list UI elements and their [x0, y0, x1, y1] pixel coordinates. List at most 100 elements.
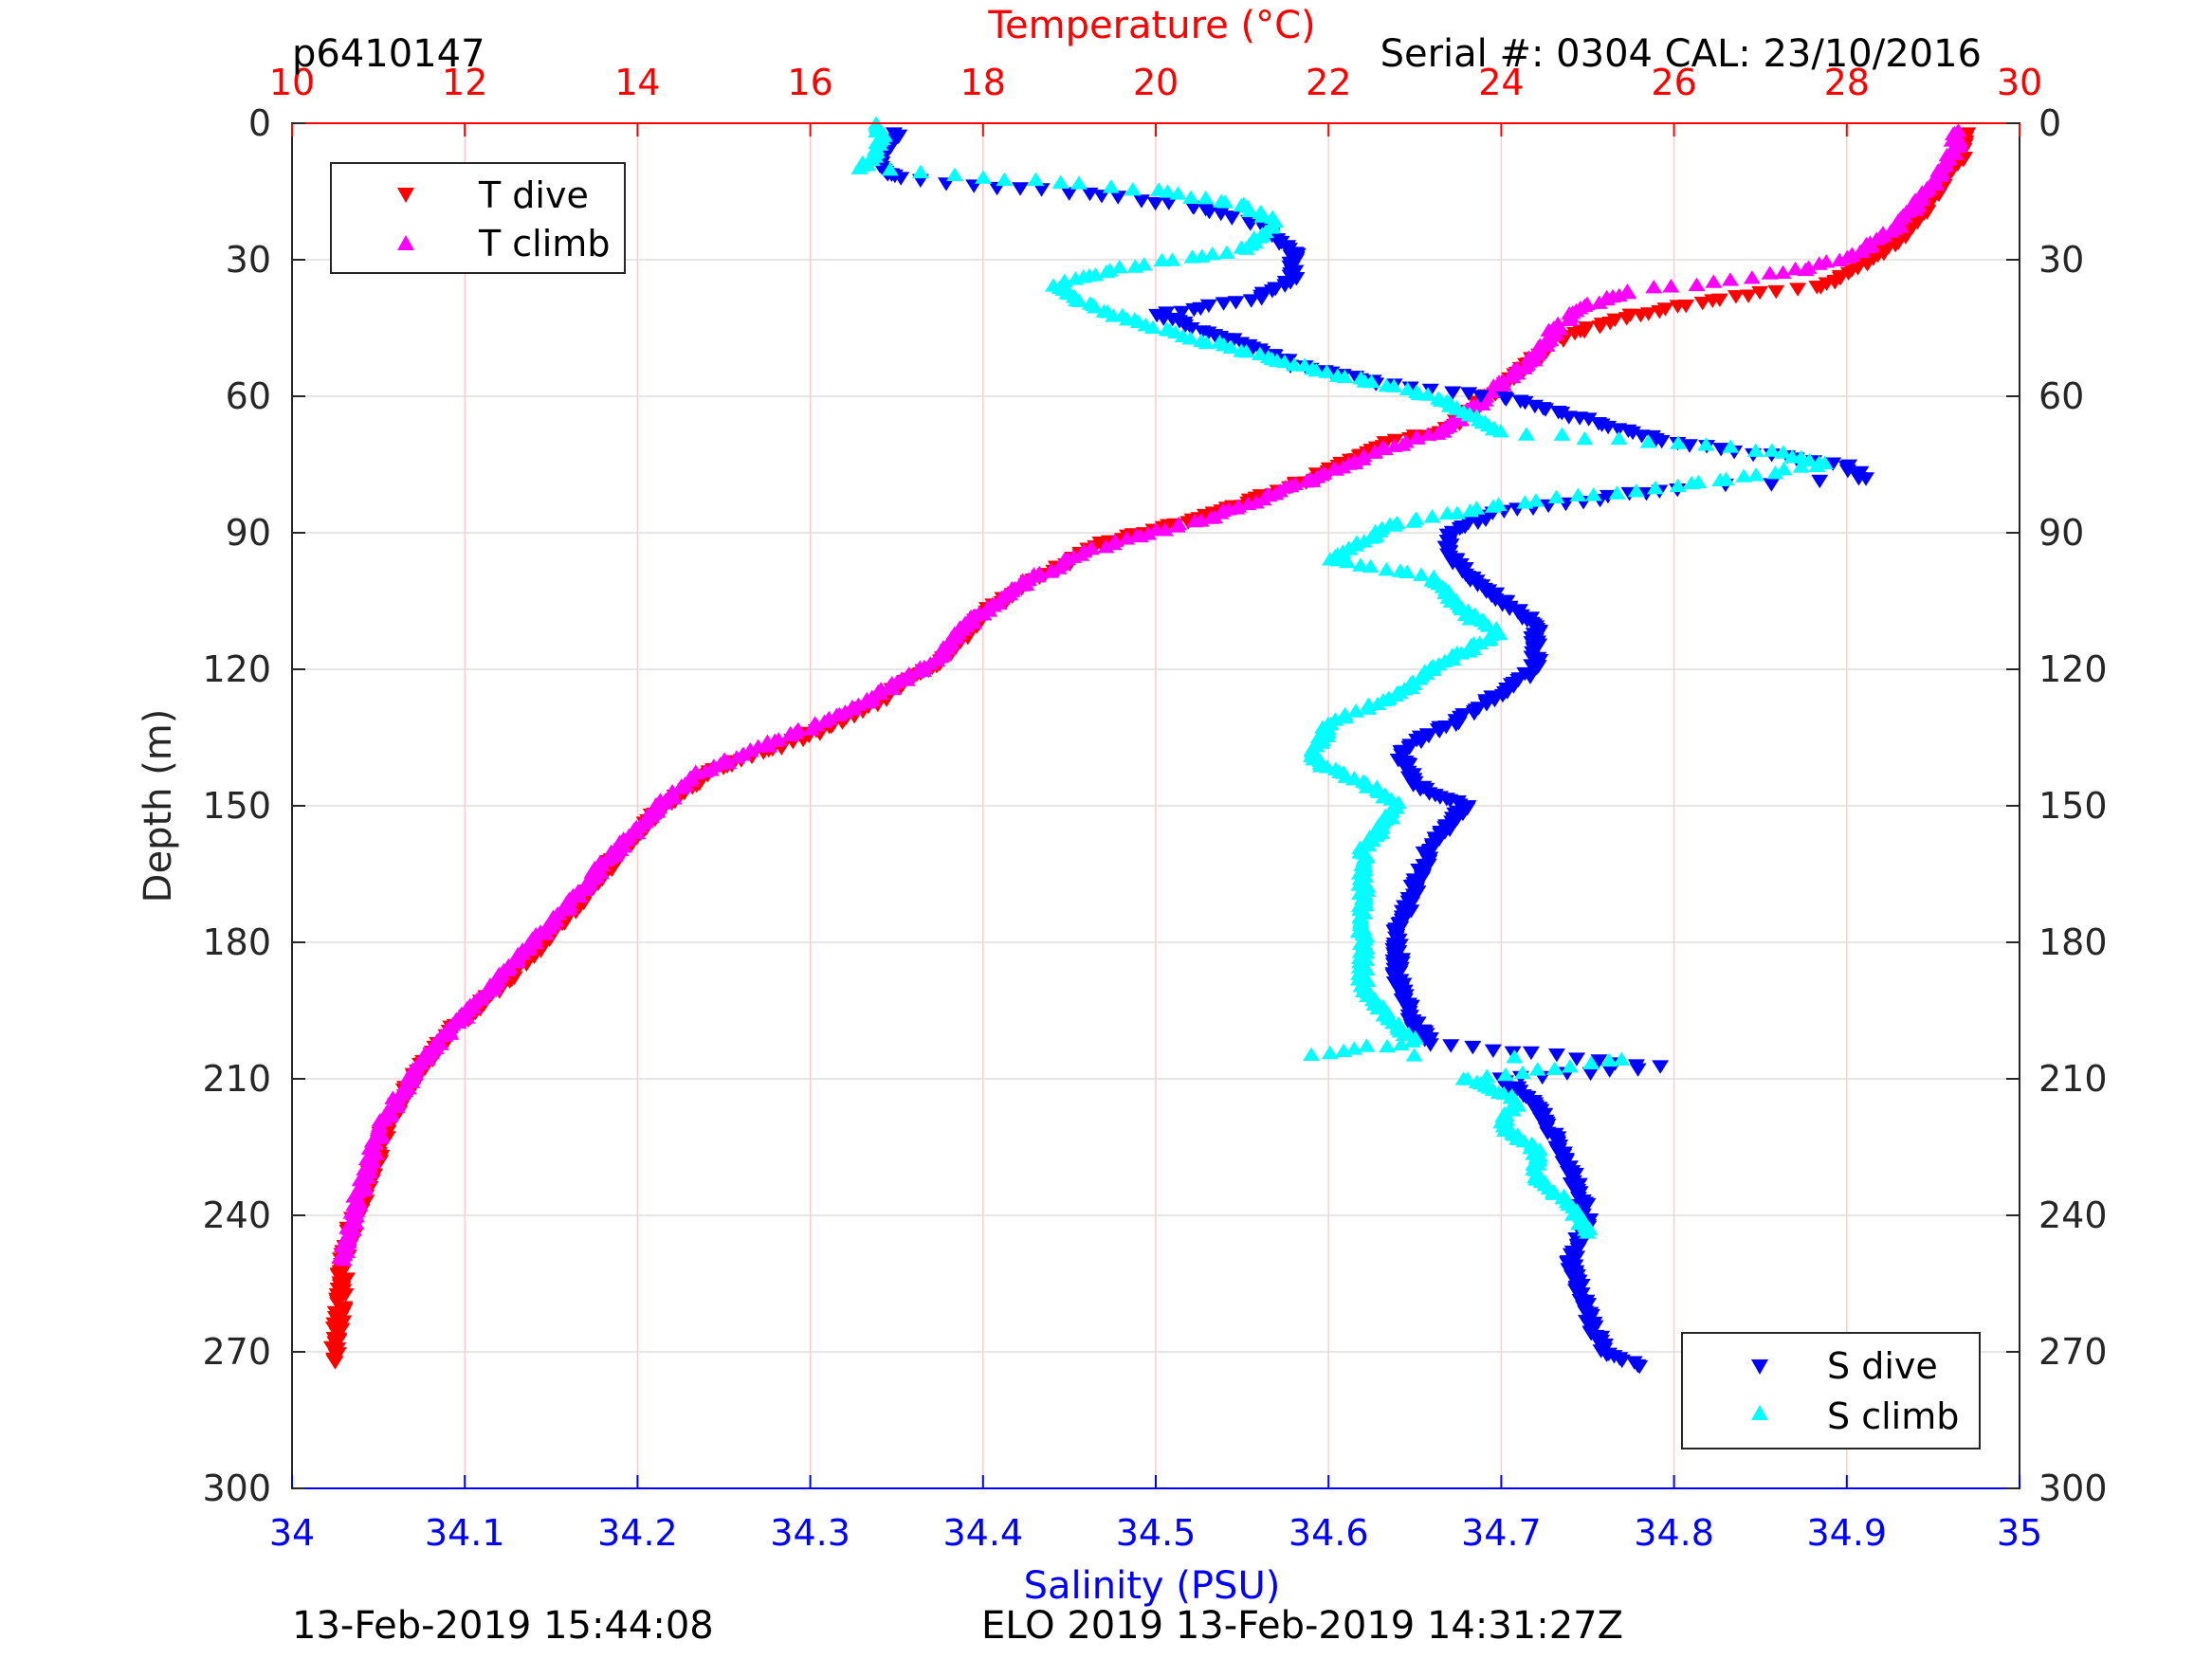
marker-s-climb — [1576, 430, 1594, 446]
marker-s-climb — [1403, 1033, 1421, 1048]
marker-s-climb — [1362, 558, 1380, 574]
marker-t-dive — [1789, 283, 1807, 297]
marker-t-climb — [1419, 427, 1437, 441]
marker-s-climb — [1070, 293, 1088, 307]
marker-t-climb — [1408, 430, 1426, 445]
marker-s-dive — [1712, 443, 1730, 457]
marker-s-climb — [1237, 241, 1255, 255]
marker-s-climb — [1197, 190, 1215, 205]
depth-tick-label-left: 180 — [202, 921, 271, 963]
temperature-tick-label: 10 — [269, 62, 315, 103]
marker-s-dive — [1680, 439, 1698, 453]
marker-s-dive — [1484, 1044, 1502, 1058]
marker-t-climb — [802, 721, 820, 736]
marker-s-climb — [1087, 300, 1105, 314]
marker-s-dive — [1631, 1360, 1649, 1375]
marker-t-climb — [1810, 256, 1828, 270]
marker-t-dive — [326, 1356, 344, 1370]
depth-tick-label-right: 120 — [2038, 648, 2108, 690]
marker-s-dive — [1547, 1048, 1565, 1063]
marker-s-climb — [1579, 1225, 1597, 1239]
marker-s-dive — [1092, 190, 1110, 204]
marker-s-dive — [1146, 196, 1164, 211]
marker-t-climb — [1186, 513, 1204, 528]
depth-tick-label-right: 270 — [2038, 1331, 2108, 1373]
temperature-legend-box — [330, 162, 626, 274]
marker-s-climb — [1600, 1052, 1618, 1067]
marker-s-climb — [1181, 331, 1199, 345]
marker-s-dive — [1227, 296, 1245, 310]
marker-s-climb — [1169, 186, 1187, 200]
marker-s-climb — [1808, 458, 1826, 473]
marker-t-climb — [571, 888, 589, 903]
marker-t-climb — [1743, 270, 1761, 284]
legend-marker-t-dive — [397, 188, 414, 203]
marker-s-climb — [1069, 175, 1088, 190]
marker-s-dive — [1568, 1052, 1586, 1066]
marker-s-dive — [1653, 434, 1671, 449]
marker-s-climb — [1110, 259, 1128, 274]
marker-t-climb — [1029, 568, 1047, 583]
marker-s-climb — [1528, 1062, 1546, 1076]
marker-s-climb — [1553, 427, 1571, 441]
marker-s-dive — [1580, 412, 1598, 427]
marker-t-climb — [859, 695, 877, 709]
marker-s-climb — [1569, 487, 1587, 501]
temperature-tick-label: 18 — [960, 62, 1006, 103]
marker-t-climb — [1721, 272, 1739, 286]
marker-s-climb — [1307, 363, 1325, 377]
marker-t-climb — [1619, 285, 1637, 300]
legend-marker-s-dive — [1751, 1359, 1768, 1375]
marker-s-climb — [1613, 1051, 1631, 1066]
marker-s-dive — [1421, 383, 1439, 398]
marker-s-climb — [1124, 181, 1142, 196]
footer-timestamp: 13-Feb-2019 15:44:08 — [292, 1604, 714, 1648]
temperature-tick-label: 24 — [1478, 62, 1524, 103]
marker-s-climb — [1545, 1061, 1563, 1076]
marker-s-climb — [1126, 259, 1144, 273]
marker-s-dive — [1590, 1054, 1608, 1068]
marker-s-dive — [1613, 1354, 1631, 1369]
marker-s-climb — [1491, 424, 1509, 438]
marker-t-climb — [1118, 531, 1136, 545]
marker-s-climb — [1459, 1071, 1477, 1085]
footer-mission: ELO 2019 13-Feb-2019 14:31:27Z — [981, 1604, 1623, 1648]
marker-s-climb — [1346, 703, 1364, 718]
marker-s-dive — [1241, 217, 1259, 231]
marker-s-climb — [1766, 465, 1784, 480]
marker-t-dive — [1591, 320, 1609, 335]
depth-tick-label-left: 90 — [226, 512, 271, 554]
marker-s-climb — [1513, 1065, 1531, 1080]
axis-ticks — [291, 122, 2020, 1489]
salinity-tick-label: 34.3 — [770, 1512, 850, 1554]
marker-s-dive — [1060, 187, 1078, 201]
marker-s-dive — [1431, 724, 1449, 738]
salinity-tick-label: 34.9 — [1806, 1512, 1887, 1554]
marker-s-dive — [1507, 1085, 1525, 1100]
temperature-tick-label: 22 — [1306, 62, 1351, 103]
temperature-legend: T dive T climb — [330, 162, 626, 274]
marker-t-climb — [1326, 462, 1344, 476]
depth-tick-label-left: 300 — [202, 1468, 271, 1509]
depth-tick-label-left: 120 — [202, 648, 271, 690]
marker-s-climb — [1216, 194, 1234, 209]
marker-s-climb — [1516, 495, 1534, 509]
marker-s-dive — [1442, 1039, 1460, 1053]
marker-t-climb — [1168, 519, 1186, 533]
marker-s-climb — [1159, 184, 1177, 198]
marker-t-climb — [1688, 277, 1706, 292]
depth-axis-label: Depth (m) — [137, 709, 180, 903]
marker-s-climb — [1318, 364, 1336, 378]
marker-s-climb — [1360, 701, 1378, 715]
marker-s-dive — [1763, 478, 1781, 492]
depth-tick-label-left: 210 — [202, 1058, 271, 1100]
marker-t-climb — [672, 780, 690, 794]
marker-s-climb — [1241, 203, 1259, 217]
depth-tick-label-right: 180 — [2038, 921, 2108, 963]
marker-t-climb — [1502, 369, 1520, 384]
marker-s-climb — [1801, 452, 1819, 467]
marker-t-dive — [1618, 312, 1636, 326]
marker-s-climb — [1584, 487, 1602, 501]
salinity-tick-label: 34.6 — [1289, 1512, 1369, 1554]
